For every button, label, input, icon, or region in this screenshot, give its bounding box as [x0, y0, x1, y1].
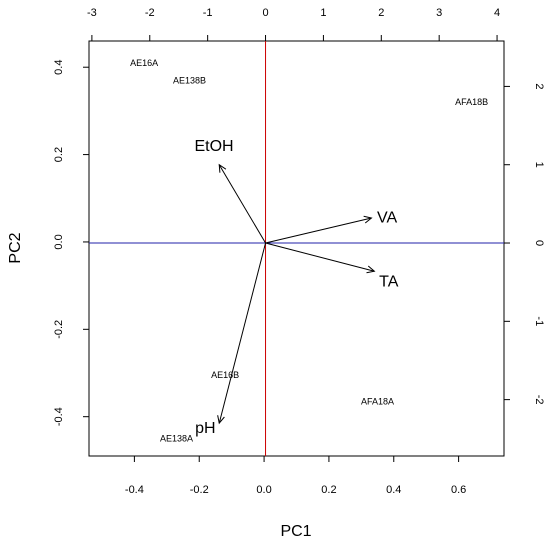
left-axis: -0.4 -0.2 0.0 0.2 0.4 [53, 60, 89, 426]
right-tick-label: 0 [533, 240, 545, 246]
observations: AE16A AE138B AFA18B AE16B AFA18A AE138A [130, 58, 488, 444]
variable-label: pH [195, 420, 215, 437]
top-axis: -3 -2 -1 0 1 2 3 4 [87, 7, 500, 41]
reference-lines [89, 41, 504, 456]
variable-label: VA [377, 209, 397, 226]
arrow-head [218, 163, 227, 173]
y-axis-label: PC2 [7, 232, 24, 263]
x-tick-label: 0.4 [386, 484, 401, 496]
y-tick-label: 0.2 [53, 147, 65, 162]
top-tick-label: -3 [87, 7, 97, 19]
observation-label: AE16A [130, 58, 158, 68]
top-tick-label: 0 [262, 7, 268, 19]
top-tick-label: 3 [436, 7, 442, 19]
bottom-axis: -0.4 -0.2 0.0 0.2 0.4 0.6 [125, 456, 466, 496]
top-tick-label: 1 [320, 7, 326, 19]
y-tick-label: 0.0 [53, 234, 65, 249]
right-tick-label: -1 [533, 316, 545, 326]
right-tick-label: 1 [533, 162, 545, 168]
variable-arrow [218, 164, 266, 244]
observation-label: AFA18B [455, 97, 488, 107]
y-tick-label: -0.2 [53, 320, 65, 339]
observation-label: AE138A [160, 434, 193, 444]
top-tick-label: 4 [494, 7, 500, 19]
observation-label: AE16B [211, 370, 239, 380]
top-tick-label: -1 [203, 7, 213, 19]
y-tick-label: 0.4 [53, 60, 65, 75]
observation-label: AFA18A [361, 396, 394, 406]
variable-label: TA [379, 274, 399, 291]
variable-arrows: EtOH VA TA pH [194, 138, 398, 437]
variable-arrow [218, 242, 267, 424]
y-tick-label: -0.4 [53, 407, 65, 426]
right-axis: -2 -1 0 1 2 [504, 83, 545, 405]
x-tick-label: 0.0 [256, 484, 271, 496]
x-axis-label: PC1 [280, 523, 311, 540]
x-tick-label: 0.2 [321, 484, 336, 496]
variable-arrow [265, 217, 372, 244]
arrow-head [366, 265, 376, 274]
x-tick-label: 0.6 [451, 484, 466, 496]
observation-label: AE138B [173, 75, 206, 85]
right-tick-label: 2 [533, 83, 545, 89]
arrow-head [363, 215, 373, 224]
x-tick-label: -0.2 [190, 484, 209, 496]
variable-arrow [265, 242, 375, 272]
arrow-head [217, 415, 225, 425]
top-tick-label: 2 [378, 7, 384, 19]
top-tick-label: -2 [145, 7, 155, 19]
variable-label: EtOH [194, 138, 233, 155]
x-tick-label: -0.4 [125, 484, 144, 496]
right-tick-label: -2 [533, 395, 545, 405]
plot-frame [88, 40, 505, 457]
